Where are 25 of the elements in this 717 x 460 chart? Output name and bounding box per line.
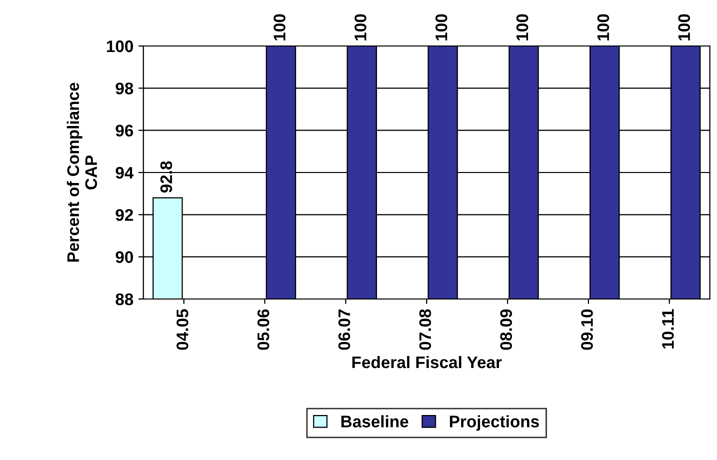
x-tick-label: 07.08 — [419, 309, 432, 350]
data-label: 100 — [678, 14, 690, 40]
data-label: 100 — [274, 14, 286, 40]
y-axis-title: Percent of Compliance CAP — [66, 82, 98, 262]
y-tick-label: 98 — [116, 82, 134, 94]
x-axis-title: Federal Fiscal Year — [352, 356, 502, 368]
data-label: 92.8 — [160, 161, 172, 193]
x-tick-label: 06.07 — [338, 309, 350, 350]
y-tick-label: 88 — [116, 293, 134, 306]
x-tick-label: 10.11 — [662, 309, 674, 348]
y-tick-label: 96 — [116, 124, 134, 137]
y-tick-label: 92 — [116, 209, 134, 221]
legend-label: Projections — [450, 415, 539, 431]
data-label: 100 — [516, 14, 528, 40]
legend-label: Baseline — [341, 415, 408, 428]
x-tick-label: 08.09 — [500, 309, 512, 350]
x-tick-label: 05.06 — [257, 309, 270, 350]
x-tick-label: 09.10 — [581, 309, 593, 350]
y-tick-label: 100 — [106, 40, 133, 52]
y-tick-label: 94 — [116, 166, 134, 179]
data-label: 100 — [435, 14, 448, 40]
y-tick-label: 90 — [116, 251, 133, 264]
data-label: 100 — [597, 14, 610, 40]
x-tick-label: 04.05 — [176, 309, 188, 350]
data-label: 100 — [354, 14, 366, 40]
